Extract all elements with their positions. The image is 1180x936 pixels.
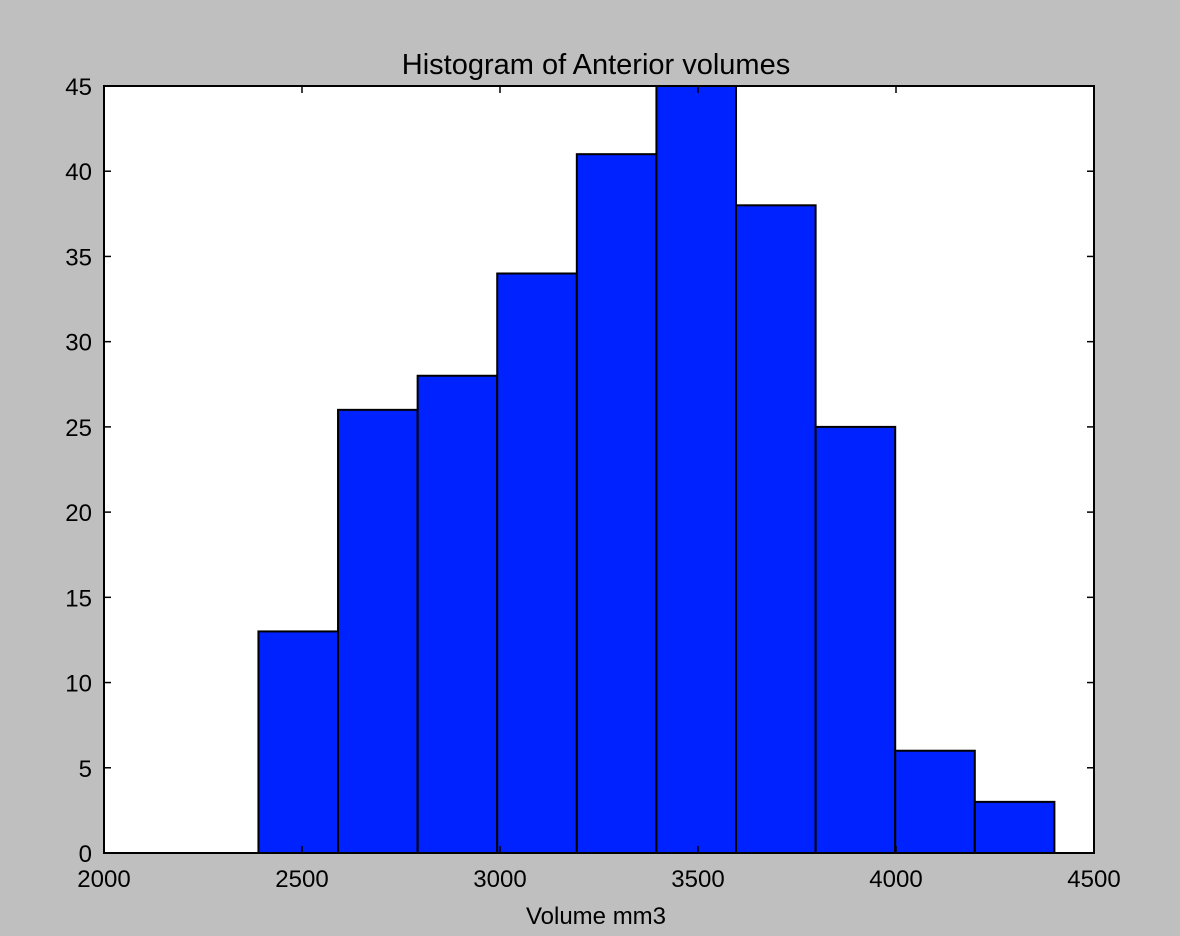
- x-tick-label: 4500: [1067, 866, 1120, 893]
- x-tick-label: 2000: [77, 866, 130, 893]
- x-tick-label: 3000: [473, 866, 526, 893]
- x-tick-label: 2500: [275, 866, 328, 893]
- chart-title: Histogram of Anterior volumes: [402, 49, 790, 81]
- y-tick-label: 40: [65, 159, 92, 186]
- histogram-bar-2: [337, 408, 419, 854]
- y-tick-label: 30: [65, 330, 92, 357]
- histogram-bar-4: [496, 272, 578, 854]
- y-tick-label: 10: [65, 671, 92, 698]
- histogram-bar-6: [655, 85, 738, 854]
- y-tick-label: 15: [65, 585, 92, 612]
- ticks-group: 2000 2500 3000 3500 4000 4500 0 5 10 15 20 25 30 35 40…: [65, 74, 1120, 893]
- y-tick-label: 45: [65, 74, 92, 101]
- histogram-bar-8: [814, 425, 897, 854]
- x-axis-label: Volume mm3: [526, 903, 666, 930]
- y-tick-label: 0: [79, 841, 92, 868]
- histogram-bar-7: [735, 204, 817, 855]
- histogram-bar-1: [257, 630, 340, 855]
- histogram-bar-9: [894, 749, 976, 855]
- x-tick-label: 3500: [671, 866, 724, 893]
- y-tick-label: 20: [65, 500, 92, 527]
- y-tick-label: 25: [65, 415, 92, 442]
- bars-group: [257, 85, 1056, 855]
- y-tick-label: 5: [79, 756, 92, 783]
- x-tick-label: 4000: [869, 866, 922, 893]
- histogram-bar-10: [973, 800, 1056, 854]
- histogram-bar-3: [416, 374, 499, 854]
- y-tick-label: 35: [65, 244, 92, 271]
- histogram-bar-5: [575, 153, 658, 854]
- axes-frame: [103, 85, 1095, 854]
